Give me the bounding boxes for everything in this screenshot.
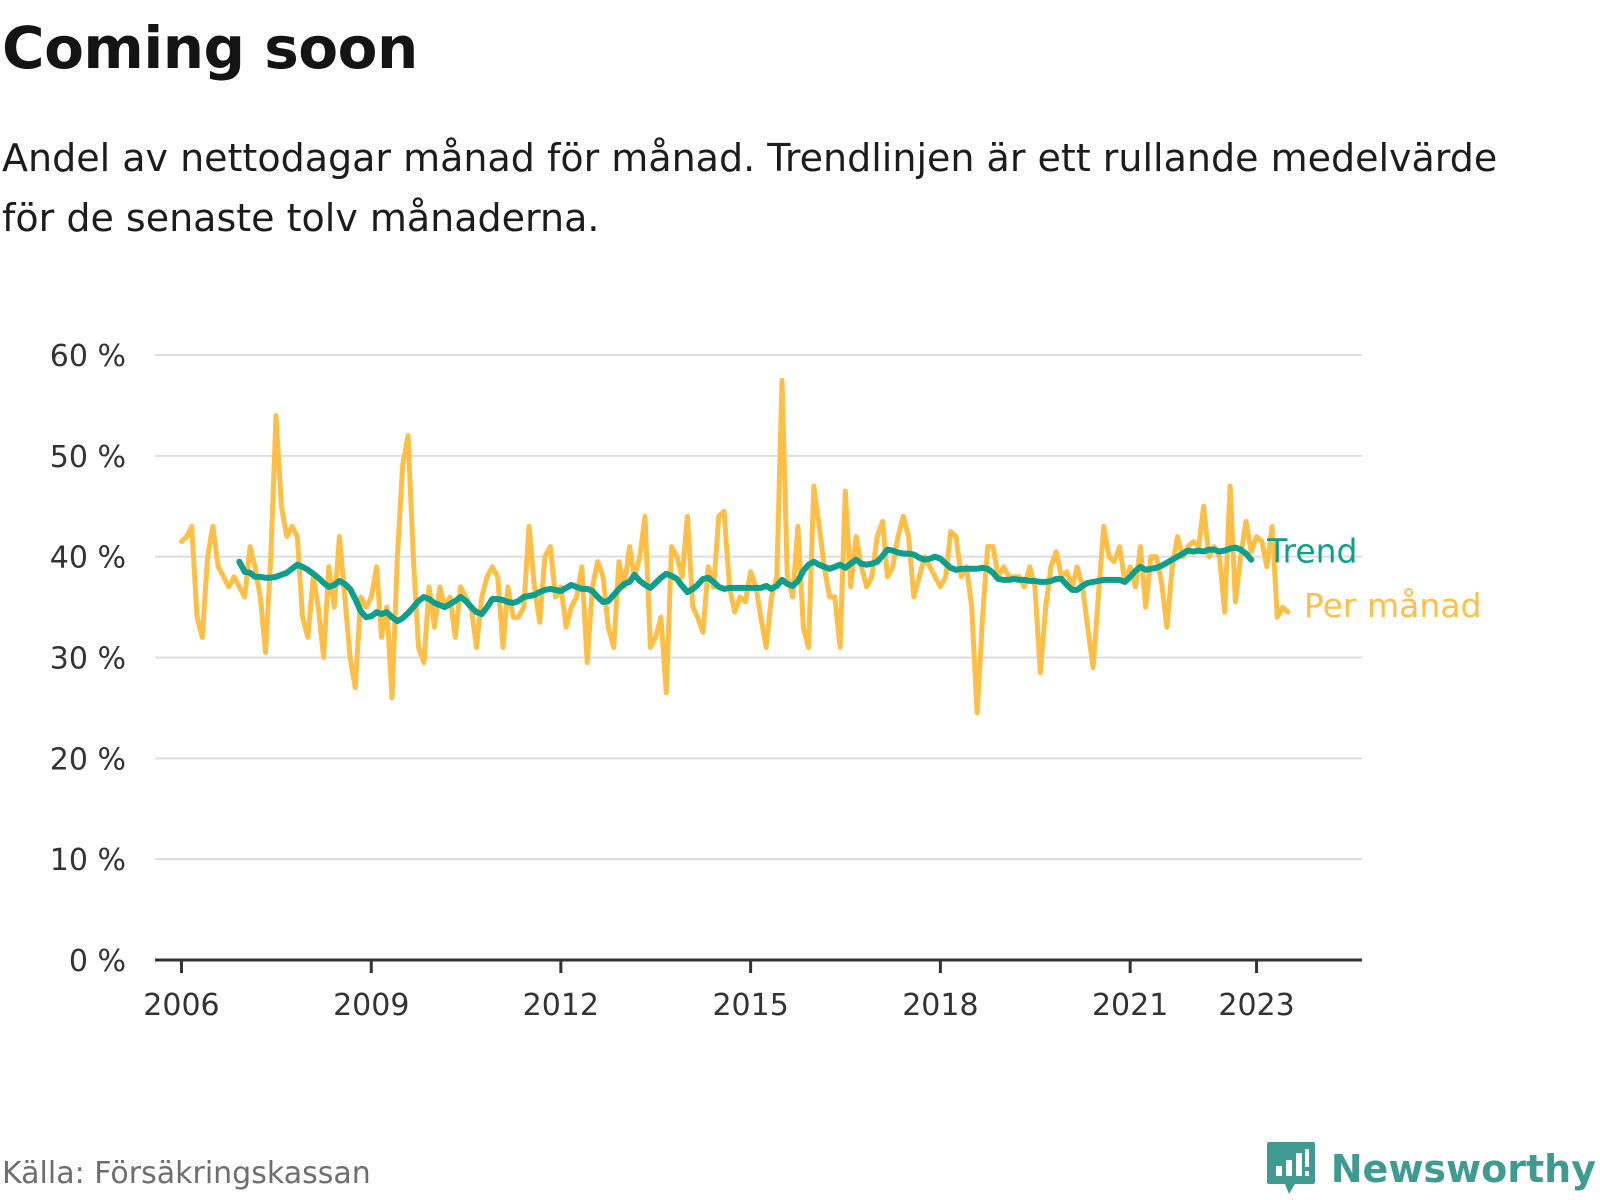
chart-title: Coming soon <box>2 14 418 82</box>
y-axis-ticks: 0 % 10 % 20 % 30 % 40 % 50 % 60 % <box>50 339 126 979</box>
line-chart: 0 % 10 % 20 % 30 % 40 % 50 % 60 % 2006 2009 2012… <box>50 339 1482 1023</box>
series-label-trend: Trend <box>1266 532 1357 571</box>
y-tick-label: 40 % <box>50 541 126 576</box>
y-tick-label: 50 % <box>50 440 126 475</box>
y-tick-label: 30 % <box>50 642 126 677</box>
y-tick-label: 0 % <box>69 944 126 979</box>
y-tick-label: 10 % <box>50 843 126 878</box>
x-tick-label: 2015 <box>712 988 788 1023</box>
y-tick-label: 60 % <box>50 339 126 374</box>
x-axis: 2006 2009 2012 2015 2018 2021 2023 <box>143 958 1362 1023</box>
x-tick-label: 2018 <box>902 988 978 1023</box>
chart-subtitle: Andel av nettodagar månad för månad. Tre… <box>2 136 1498 240</box>
x-tick-label: 2023 <box>1218 988 1294 1023</box>
x-tick-label: 2009 <box>333 988 409 1023</box>
series-label-per-manad: Per månad <box>1304 586 1482 625</box>
x-tick-label: 2006 <box>143 988 219 1023</box>
newsworthy-logo-icon <box>1266 1142 1315 1194</box>
series-line-per-manad <box>179 377 1291 716</box>
source-note: Källa: Försäkringskassan <box>2 1156 371 1191</box>
y-tick-label: 20 % <box>50 742 126 777</box>
x-tick-label: 2021 <box>1092 988 1168 1023</box>
brand-name: Newsworthy <box>1330 1147 1596 1191</box>
series-line-trend <box>236 544 1255 625</box>
brand: Newsworthy <box>1265 1140 1596 1198</box>
x-tick-label: 2012 <box>523 988 599 1023</box>
